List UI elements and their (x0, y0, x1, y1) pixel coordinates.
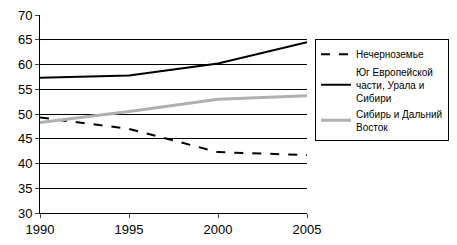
svg-text:55: 55 (18, 82, 32, 97)
svg-text:65: 65 (18, 32, 32, 47)
svg-text:40: 40 (18, 156, 32, 171)
svg-text:70: 70 (18, 8, 32, 23)
svg-text:2000: 2000 (204, 222, 233, 237)
svg-text:50: 50 (18, 107, 32, 122)
svg-text:2005: 2005 (293, 222, 322, 237)
svg-text:Нечерноземье: Нечерноземье (356, 49, 424, 60)
svg-text:1990: 1990 (26, 222, 55, 237)
svg-text:30: 30 (18, 206, 32, 221)
svg-text:60: 60 (18, 57, 32, 72)
svg-text:35: 35 (18, 181, 32, 196)
svg-text:45: 45 (18, 131, 32, 146)
svg-text:Юг Европейскойчасти, Урала иСи: Юг Европейскойчасти, Урала иСибири (356, 67, 433, 104)
svg-text:1995: 1995 (115, 222, 144, 237)
svg-text:Сибирь и ДальнийВосток: Сибирь и ДальнийВосток (356, 109, 442, 133)
